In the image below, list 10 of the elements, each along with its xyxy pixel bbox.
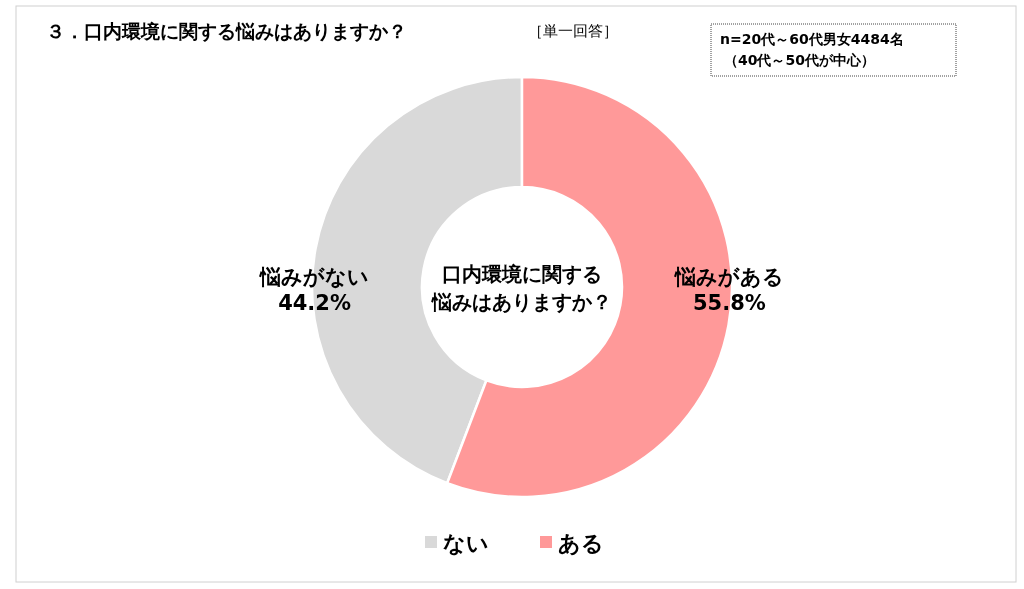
text: 口内環境に関する [442,262,602,286]
text: n=20代～60代男女4484名 [720,31,904,47]
legend-label: ある [558,531,604,556]
chart-subtitle: ［単一回答］ [528,22,618,40]
text: （40代～50代が中心） [724,52,875,68]
data-label: 悩みがある 55.8% [673,264,784,316]
chart-title: ３．口内環境に関する悩みはありますか？ [46,20,407,42]
text: 悩みはありますか？ [431,290,612,314]
data-label: 悩みがない 44.2% [259,264,370,316]
legend-label: ない [443,531,489,556]
